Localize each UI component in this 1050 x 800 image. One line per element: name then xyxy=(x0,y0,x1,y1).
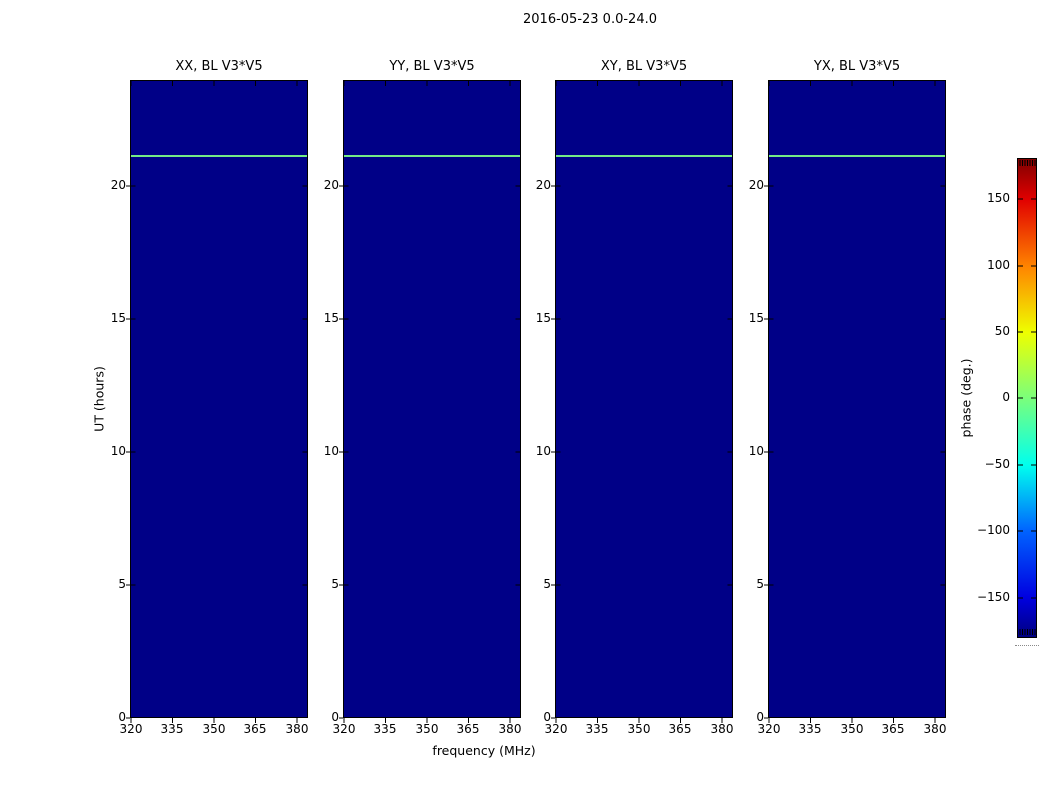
x-tick-label: 320 xyxy=(544,722,568,736)
subplot-xy: XY, BL V3*V5 20 15 10 5 0 320 335 350 36… xyxy=(536,59,734,736)
y-tick-label: 0 xyxy=(118,710,126,724)
colorbar xyxy=(1017,158,1037,638)
colorbar-tick-label: −100 xyxy=(977,523,1010,537)
y-tick-label: 20 xyxy=(323,178,339,192)
y-tick-label: 20 xyxy=(110,178,126,192)
y-tick-label: 10 xyxy=(110,444,126,458)
tick-marks xyxy=(338,80,521,724)
x-tick-label: 350 xyxy=(840,722,864,736)
x-tick-label: 335 xyxy=(373,722,397,736)
y-tick-label: 0 xyxy=(331,710,339,724)
heatmap-area xyxy=(555,80,733,718)
y-tick-label: 10 xyxy=(748,444,764,458)
subplot-title: XX, BL V3*V5 xyxy=(175,59,263,74)
y-tick-label: 15 xyxy=(748,311,764,325)
colorbar-tick-marks xyxy=(1018,160,1036,635)
phase-feature-line xyxy=(769,155,945,157)
x-tick-label: 350 xyxy=(627,722,651,736)
colorbar-tick-label: 0 xyxy=(1002,390,1010,404)
subplot-yx: YX, BL V3*V5 20 15 10 5 0 320 335 350 36… xyxy=(749,59,947,736)
y-tick-label: 15 xyxy=(323,311,339,325)
heatmap-area xyxy=(130,80,308,718)
subplot-title: YX, BL V3*V5 xyxy=(813,59,901,74)
y-tick-label: 5 xyxy=(331,577,339,591)
y-tick-label: 0 xyxy=(756,710,764,724)
x-tick-label: 365 xyxy=(243,722,267,736)
x-tick-label: 335 xyxy=(585,722,609,736)
heatmap-area xyxy=(768,80,946,718)
phase-feature-line xyxy=(344,155,520,157)
subplot-title: XY, BL V3*V5 xyxy=(600,59,688,74)
colorbar-tick-label: −150 xyxy=(977,590,1010,604)
x-tick-label: 365 xyxy=(456,722,480,736)
subplot-title: YY, BL V3*V5 xyxy=(389,59,475,74)
x-tick-label: 365 xyxy=(668,722,692,736)
figure-title: 2016-05-23 0.0-24.0 xyxy=(523,12,657,27)
x-axis-label: frequency (MHz) xyxy=(432,743,536,758)
colorbar-tick-label: 100 xyxy=(987,258,1010,272)
y-tick-label: 5 xyxy=(756,577,764,591)
x-tick-label: 350 xyxy=(415,722,439,736)
y-tick-label: 5 xyxy=(543,577,551,591)
colorbar-tick-label: −50 xyxy=(984,457,1010,471)
x-tick-label: 335 xyxy=(798,722,822,736)
colorbar-dotted-underline xyxy=(1015,645,1039,646)
phase-feature-line xyxy=(131,155,307,157)
y-tick-label: 15 xyxy=(110,311,126,325)
tick-marks xyxy=(763,80,946,724)
phase-feature-line xyxy=(556,155,732,157)
colorbar-tick-label: 50 xyxy=(994,324,1010,338)
x-tick-label: 380 xyxy=(710,722,734,736)
x-tick-label: 320 xyxy=(757,722,781,736)
x-tick-label: 335 xyxy=(160,722,184,736)
x-tick-label: 320 xyxy=(332,722,356,736)
colorbar-tick-label: 150 xyxy=(987,191,1010,205)
y-tick-label: 15 xyxy=(535,311,551,325)
y-tick-label: 0 xyxy=(543,710,551,724)
tick-marks xyxy=(550,80,733,724)
subplot-yy: YY, BL V3*V5 20 15 10 5 0 320 335 350 36… xyxy=(324,59,522,736)
y-tick-label: 10 xyxy=(535,444,551,458)
colorbar-label: phase (deg.) xyxy=(958,358,974,438)
y-tick-label: 20 xyxy=(748,178,764,192)
y-tick-label: 5 xyxy=(118,577,126,591)
x-tick-label: 380 xyxy=(285,722,309,736)
y-tick-label: 10 xyxy=(323,444,339,458)
x-tick-label: 350 xyxy=(202,722,226,736)
tick-marks xyxy=(125,80,308,724)
y-axis-label: UT (hours) xyxy=(91,366,107,432)
x-tick-label: 365 xyxy=(881,722,905,736)
x-tick-label: 380 xyxy=(498,722,522,736)
heatmap-area xyxy=(343,80,521,718)
x-tick-label: 380 xyxy=(923,722,947,736)
y-tick-label: 20 xyxy=(535,178,551,192)
x-tick-label: 320 xyxy=(119,722,143,736)
subplot-xx: XX, BL V3*V5 20 15 10 5 0 320 335 350 36… xyxy=(111,59,309,736)
